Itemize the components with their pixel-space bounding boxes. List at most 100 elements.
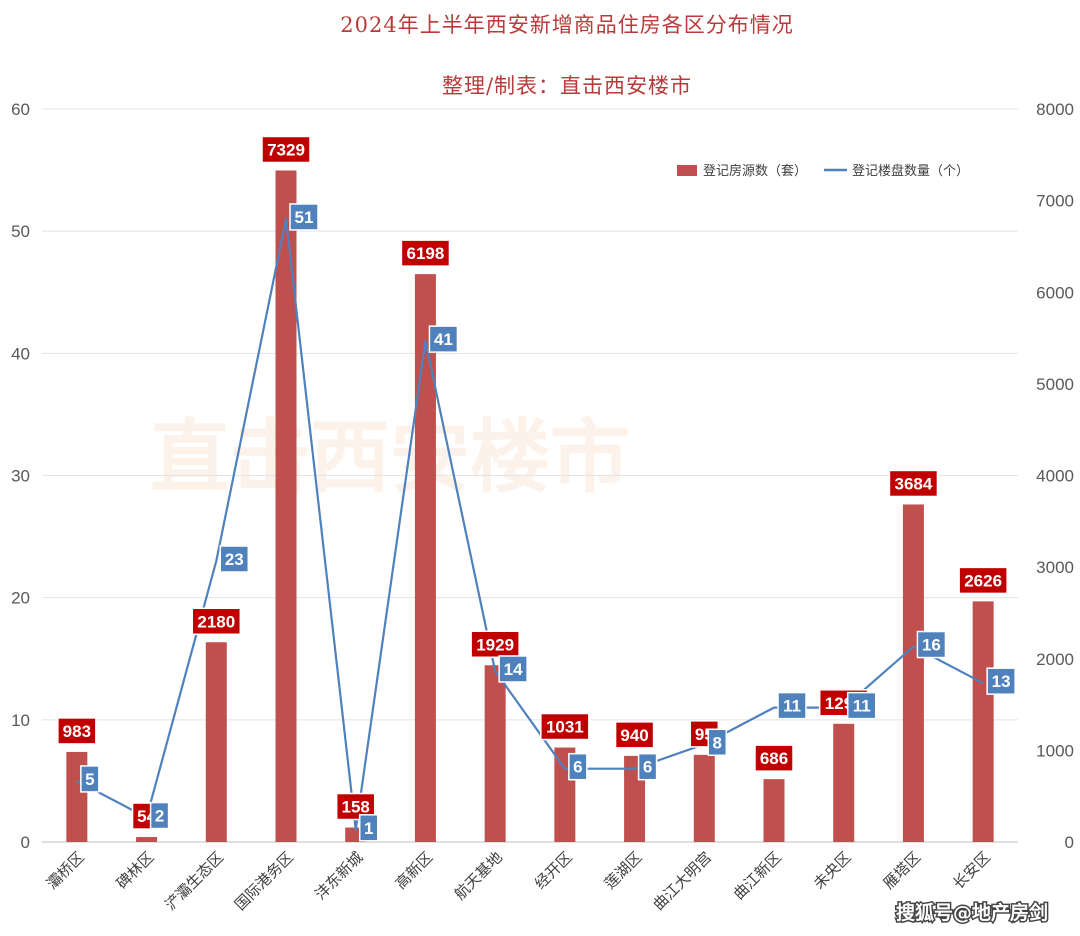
bar (484, 665, 506, 842)
bar-label: 6198 (400, 239, 451, 267)
category-label: 未央区 (810, 848, 855, 893)
bar-label-box (614, 721, 655, 749)
right-tick-label: 6000 (1036, 283, 1074, 302)
line-label-text: 6 (573, 758, 582, 777)
bar-label-box (470, 630, 520, 659)
bar-label: 983 (57, 717, 97, 745)
bar-label-text: 2180 (197, 612, 235, 631)
category-label: 经开区 (531, 848, 576, 893)
bar-label-text: 983 (63, 722, 91, 741)
line-label: 6 (568, 752, 588, 781)
bar (763, 779, 785, 842)
bar-label-box (57, 717, 97, 745)
category-label: 莲湖区 (601, 848, 646, 893)
line-label-box (80, 765, 100, 793)
line-label-text: 51 (295, 208, 314, 227)
bar-label-text: 6198 (407, 244, 445, 263)
left-tick-label: 30 (11, 467, 30, 486)
line-label-text: 41 (434, 330, 453, 349)
category-label: 灞桥区 (43, 848, 88, 893)
right-tick-label: 5000 (1036, 375, 1074, 394)
line-label-text: 5 (85, 770, 94, 789)
bar (693, 754, 715, 842)
line-label-text: 13 (992, 672, 1011, 691)
category-label: 航天基地 (451, 848, 506, 903)
line-label: 11 (846, 691, 877, 720)
category-label: 曲江大明宫 (649, 848, 715, 914)
bar-label-box (888, 469, 939, 498)
bar-label-text: 1929 (476, 635, 514, 654)
bar (136, 837, 158, 842)
line-label-text: 1 (364, 819, 373, 838)
watermark-text: 直击西安楼市 (150, 410, 630, 504)
bar-label-box (400, 239, 451, 267)
line-label: 2 (149, 801, 170, 830)
line-label-box (707, 728, 728, 757)
line-label-box (149, 801, 170, 830)
bar-label: 2180 (191, 607, 242, 636)
legend-bar-swatch (677, 165, 697, 176)
gridlines (42, 108, 1018, 843)
line-label-box (498, 655, 528, 683)
line-label-text: 11 (783, 697, 801, 716)
category-label: 长安区 (949, 848, 994, 893)
line-data-labels: 5 2 23 51 1 41 14 6 6 8 11 11 16 13 (80, 203, 1016, 842)
bar-label: 940 (614, 721, 655, 749)
category-label: 浐灞生态区 (161, 848, 227, 914)
chart-subtitle: 整理/制表：直击西安楼市 (442, 74, 692, 98)
line-label-box (428, 325, 459, 353)
bar-label: 7329 (261, 135, 311, 164)
bar (275, 170, 297, 843)
bar-label: 1929 (470, 630, 520, 659)
line-label-box (777, 691, 807, 720)
category-label: 沣东新城 (311, 848, 366, 903)
right-tick-label: 1000 (1036, 741, 1074, 760)
bar-label-box (540, 712, 590, 741)
bar-label-box (754, 744, 794, 772)
category-label: 碑林区 (113, 848, 158, 893)
line-label-box (289, 203, 319, 231)
bar-label-text: 940 (620, 726, 648, 745)
left-tick-label: 40 (11, 344, 30, 363)
left-tick-label: 50 (11, 222, 30, 241)
legend-bar-label: 登记房源数（套） (703, 163, 807, 179)
line-label-text: 11 (853, 697, 871, 716)
bar-label-text: 1031 (546, 718, 584, 737)
bar-label: 686 (754, 744, 794, 772)
bar (972, 601, 994, 842)
line-label-box (219, 545, 250, 573)
category-axis: 灞桥区 碑林区 浐灞生态区 国际港务区 沣东新城 高新区 航天基地 经开区 莲湖区 曲江大明宫 曲江… (43, 848, 994, 914)
line-label-text: 8 (713, 733, 722, 752)
right-tick-label: 3000 (1036, 558, 1074, 577)
bar-label-text: 686 (760, 749, 788, 768)
line-label-text: 16 (922, 636, 941, 655)
line-label-box (986, 667, 1016, 695)
bar-series (66, 170, 994, 843)
line-label: 51 (289, 203, 319, 231)
category-label: 曲江新区 (730, 848, 785, 903)
line-label: 11 (777, 691, 807, 720)
right-tick-label: 4000 (1036, 467, 1074, 486)
right-axis: 0 1000 2000 3000 4000 5000 6000 7000 8000 (1036, 100, 1074, 852)
line-label-box (568, 752, 588, 781)
line-label-box (358, 814, 379, 842)
line-label: 14 (498, 655, 528, 683)
line-label: 5 (80, 765, 100, 793)
bar (414, 274, 436, 842)
line-label-box (637, 752, 658, 781)
line-label-text: 6 (643, 758, 652, 777)
bar (833, 723, 855, 842)
bar (205, 642, 227, 842)
bar-label: 2626 (958, 566, 1008, 595)
bar-label-text: 3684 (895, 474, 933, 493)
line-label-box (846, 691, 877, 720)
bar-label: 3684 (888, 469, 939, 498)
line-label-box (916, 630, 947, 659)
line-label-text: 14 (504, 660, 523, 679)
bar (902, 504, 924, 842)
bar-label-box (335, 792, 376, 821)
category-label: 雁塔区 (880, 848, 925, 893)
right-tick-label: 8000 (1036, 100, 1074, 119)
right-tick-label: 2000 (1036, 650, 1074, 669)
bar-label: 158 (335, 792, 376, 821)
